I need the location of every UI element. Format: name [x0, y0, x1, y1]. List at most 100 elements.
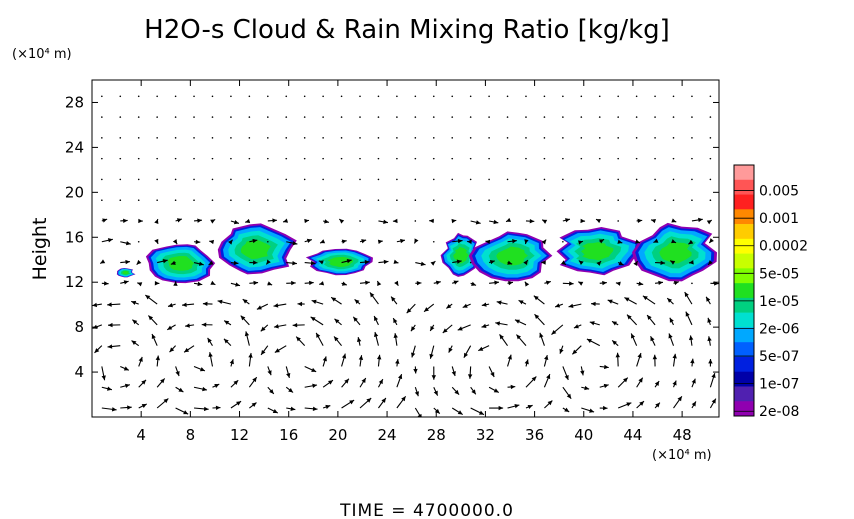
wind-dot [285, 178, 288, 181]
wind-arrowhead [406, 308, 412, 314]
y-axis-label: Height [29, 218, 51, 281]
wind-arrowhead [478, 410, 484, 415]
wind-arrowhead [481, 323, 487, 328]
wind-arrowhead [451, 371, 456, 377]
wind-arrowhead [163, 398, 169, 404]
wind-arrowhead [353, 316, 358, 322]
wind-dot [396, 137, 398, 139]
wind-dot [101, 157, 103, 160]
wind-arrowhead [202, 386, 207, 392]
wind-arrowhead [638, 281, 644, 286]
wind-dot [230, 157, 232, 160]
wind-arrowhead [138, 218, 143, 224]
y-tick-label: 8 [74, 318, 84, 336]
wind-arrowhead [669, 317, 674, 323]
wind-dot [414, 137, 417, 139]
colorbar-label: 1e-05 [759, 294, 799, 310]
wind-dot [230, 199, 232, 201]
wind-dot [211, 95, 214, 98]
wind-arrowhead [354, 299, 360, 305]
wind-arrowhead [457, 326, 463, 331]
wind-arrowhead [475, 220, 481, 225]
wind-dot [156, 199, 158, 201]
wind-dot [598, 178, 601, 181]
wind-arrowhead [668, 333, 673, 339]
wind-dot [230, 116, 232, 118]
wind-arrowhead [653, 238, 659, 243]
wind-arrowhead [395, 359, 400, 364]
wind-arrowhead [346, 258, 352, 264]
wind-dot [432, 137, 435, 139]
wind-arrowhead [654, 380, 660, 386]
wind-arrowhead [565, 218, 570, 223]
wind-dot [156, 116, 158, 118]
wind-dot [267, 240, 269, 243]
wind-dot [396, 116, 398, 118]
time-label: TIME = 4700000.0 [339, 501, 514, 519]
x-tick-label: 28 [427, 426, 446, 444]
wind-dot [432, 116, 435, 118]
wind-arrowhead [223, 338, 229, 344]
wind-dot [506, 116, 509, 118]
wind-dot [377, 178, 380, 181]
colorbar-swatch [734, 386, 754, 402]
wind-dot [414, 157, 417, 160]
wind-dot [432, 240, 435, 243]
wind-arrowhead [547, 400, 553, 406]
wind-arrowhead [709, 238, 714, 244]
wind-arrowhead [690, 358, 695, 364]
wind-arrowhead [183, 410, 189, 415]
wind-dot [285, 116, 288, 118]
wind-arrowhead [471, 281, 477, 286]
wind-dot [469, 178, 472, 181]
wind-dot [211, 116, 214, 118]
wind-dot [377, 116, 380, 118]
wind-arrowhead [172, 239, 178, 245]
wind-dot [340, 178, 343, 181]
wind-arrowhead [198, 261, 204, 266]
wind-arrowhead [328, 380, 333, 385]
wind-arrowhead [673, 280, 679, 286]
wind-arrowhead [635, 239, 641, 244]
wind-arrowhead [283, 218, 289, 223]
wind-arrowhead [197, 281, 203, 287]
wind-dot [359, 199, 361, 201]
wind-arrowhead [94, 348, 100, 353]
y-tick-label: 28 [65, 93, 84, 111]
wind-dot [174, 178, 177, 181]
wind-dot [156, 157, 158, 160]
wind-arrowhead [456, 259, 462, 264]
wind-arrowhead [429, 353, 434, 359]
wind-arrowhead [586, 339, 592, 344]
wind-dot [432, 157, 435, 160]
wind-arrowhead [706, 296, 711, 302]
wind-arrowhead [529, 218, 535, 224]
y-tick-label: 20 [65, 183, 84, 201]
wind-dot [156, 95, 158, 98]
x-tick-label: 16 [279, 426, 298, 444]
wind-arrowhead [224, 320, 230, 325]
colorbar-swatch [734, 224, 754, 240]
wind-dot [451, 137, 454, 139]
wind-arrowhead [462, 303, 468, 308]
wind-arrowhead [516, 334, 522, 340]
x-tick-label: 4 [136, 426, 146, 444]
wind-dot [303, 116, 306, 118]
wind-arrowhead [573, 324, 579, 329]
wind-arrowhead [240, 315, 246, 321]
wind-dot [543, 116, 546, 118]
wind-dot [248, 178, 251, 181]
wind-arrowhead [607, 299, 613, 304]
wind-arrowhead [495, 321, 501, 326]
wind-dot [193, 95, 195, 98]
wind-arrowhead [533, 295, 539, 301]
wind-dot [654, 178, 656, 181]
wind-arrowhead [544, 355, 549, 360]
wind-arrowhead [655, 402, 660, 408]
wind-dot [672, 137, 675, 139]
wind-arrowhead [136, 259, 142, 265]
wind-arrowhead [104, 281, 109, 286]
wind-arrowhead [711, 398, 716, 404]
wind-dot [598, 95, 601, 98]
